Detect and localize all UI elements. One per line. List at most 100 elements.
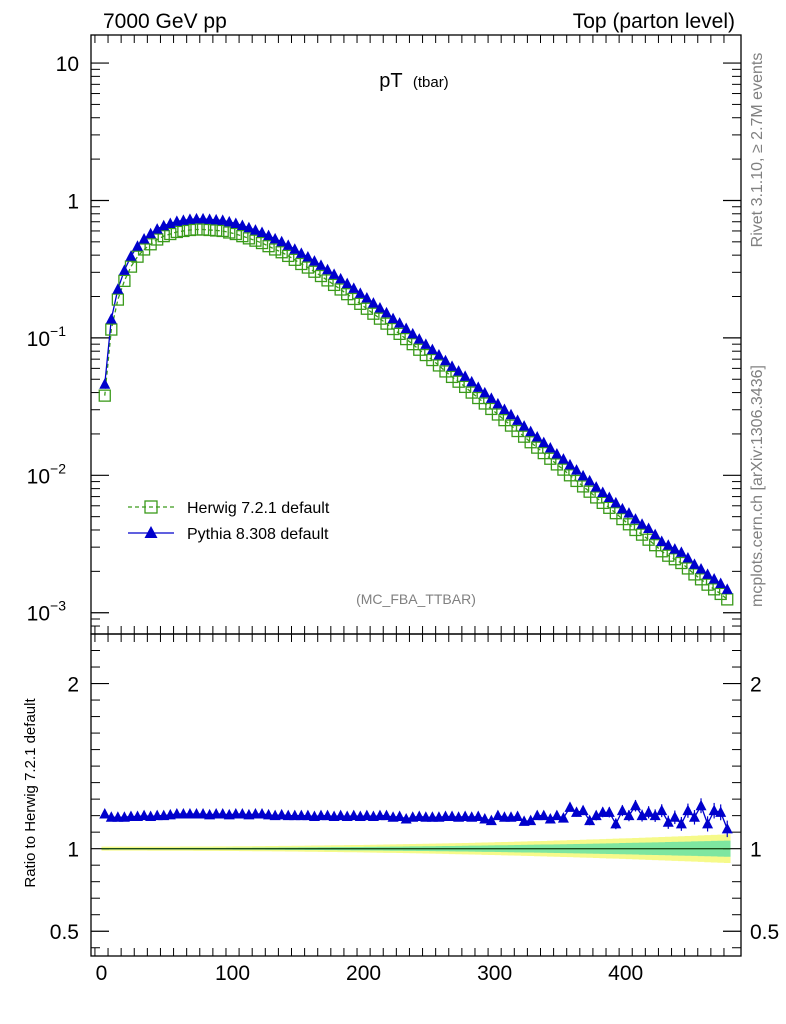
- pythia-point: [590, 481, 602, 492]
- pythia-point: [603, 491, 615, 502]
- pythia-point: [295, 247, 307, 258]
- herwig-point: [701, 578, 714, 591]
- ratio-pythia-point: [217, 807, 229, 819]
- herwig-point: [268, 243, 282, 256]
- pythia-point: [269, 232, 281, 244]
- pythia-point: [662, 539, 674, 550]
- ratio-pythia-point: [662, 816, 674, 827]
- pythia-point: [354, 287, 366, 298]
- ratio-ytick-label: 0.5: [50, 921, 79, 944]
- herwig-point: [111, 293, 125, 306]
- herwig-point: [721, 593, 734, 606]
- ratio-ytick-label-right: 1: [750, 839, 762, 862]
- pythia-point: [505, 408, 517, 420]
- ratio-pythia-point: [197, 807, 209, 819]
- legend-pythia: Pythia 8.308 default: [128, 526, 329, 543]
- ratio-pythia-point: [564, 801, 576, 812]
- herwig-point: [262, 240, 275, 253]
- ratio-pythia-point: [479, 812, 491, 824]
- pythia-point: [335, 272, 347, 284]
- pythia-point: [112, 283, 124, 294]
- pythia-point: [466, 375, 478, 387]
- ratio-pythia-point: [721, 822, 733, 834]
- ratio-pythia-point: [525, 814, 537, 826]
- pythia-point: [276, 235, 288, 247]
- analysis-label: (MC_FBA_TTBAR): [356, 591, 476, 607]
- herwig-point: [668, 553, 681, 566]
- pythia-point: [433, 348, 445, 360]
- pythia-point: [485, 392, 497, 403]
- pythia-point: [564, 458, 576, 470]
- pythia-point: [649, 528, 661, 540]
- main-ytick-label: 10−1: [27, 323, 67, 351]
- ratio-pythia-point: [485, 814, 497, 826]
- ratio-pythia-point: [708, 804, 720, 816]
- pythia-point: [571, 464, 583, 475]
- pythia-point: [99, 378, 111, 389]
- pythia-point: [394, 317, 406, 328]
- pythia-point: [223, 215, 235, 227]
- herwig-point: [629, 523, 642, 537]
- pythia-point: [407, 327, 419, 339]
- pythia-point: [636, 518, 648, 529]
- ratio-pythia-point: [256, 807, 268, 819]
- pythia-point: [512, 414, 524, 425]
- pythia-point: [145, 227, 157, 239]
- ratio-pythia-point: [361, 809, 373, 821]
- ratio-pythia-point: [551, 809, 563, 821]
- pythia-point: [610, 496, 622, 508]
- ratio-pythia-point: [636, 809, 648, 821]
- ratio-pythia-point: [381, 809, 393, 821]
- pythia-point: [630, 513, 642, 524]
- pythia-point: [374, 301, 386, 313]
- source-label: mcplots.cern.ch [arXiv:1306.3436]: [749, 365, 766, 607]
- header-left: 7000 GeV pp: [103, 10, 227, 33]
- pythia-point: [348, 282, 360, 293]
- main-ytick-label-exp: −2: [50, 460, 66, 476]
- herwig-point: [216, 224, 229, 238]
- legend-herwig-label: Herwig 7.2.1 default: [187, 500, 330, 517]
- herwig-point: [236, 229, 249, 243]
- main-ytick-label: 10−2: [27, 460, 67, 488]
- pythia-point: [446, 360, 458, 371]
- pythia-point: [308, 255, 320, 266]
- pythia-point: [249, 224, 261, 235]
- main-ytick-label-exp: −1: [50, 323, 66, 339]
- pythia-point: [118, 264, 130, 275]
- legend-pythia-marker: [144, 526, 158, 538]
- pythia-point: [721, 583, 733, 594]
- pythia-point: [702, 568, 714, 579]
- pythia-point: [439, 354, 451, 366]
- pythia-point: [263, 229, 275, 241]
- ratio-pythia-point: [335, 809, 347, 821]
- ratio-pythia-point: [263, 808, 275, 820]
- pythia-point: [302, 250, 314, 262]
- pythia-point: [453, 365, 465, 376]
- ratio-pythia-point: [688, 811, 700, 822]
- pythia-point: [105, 313, 117, 324]
- pythia-point: [367, 297, 379, 308]
- ratio-pythia-point: [413, 810, 425, 821]
- pythia-point: [715, 577, 727, 589]
- herwig-point: [327, 278, 341, 292]
- ratio-ylabel: Ratio to Herwig 7.2.1 default: [22, 698, 39, 888]
- pythia-point: [420, 338, 432, 349]
- ratio-pythia-point: [702, 817, 714, 829]
- pythia-point: [531, 430, 543, 442]
- ratio-ytick-label: 1: [67, 839, 79, 862]
- herwig-point: [210, 224, 223, 237]
- pythia-point: [479, 386, 491, 398]
- ratio-pythia-point: [472, 810, 484, 821]
- pythia-point: [577, 469, 589, 481]
- plot-title-main: pT: [379, 70, 402, 92]
- pythia-point: [669, 543, 681, 554]
- ratio-pythia-point: [643, 806, 655, 817]
- pythia-point: [643, 522, 655, 534]
- ratio-ytick-label-right: 0.5: [750, 921, 779, 944]
- ratio-xtick-label: 100: [215, 962, 250, 985]
- herwig-point: [334, 283, 347, 296]
- ratio-pythia-point: [236, 807, 248, 819]
- herwig-point: [445, 370, 459, 384]
- herwig-point: [386, 322, 400, 336]
